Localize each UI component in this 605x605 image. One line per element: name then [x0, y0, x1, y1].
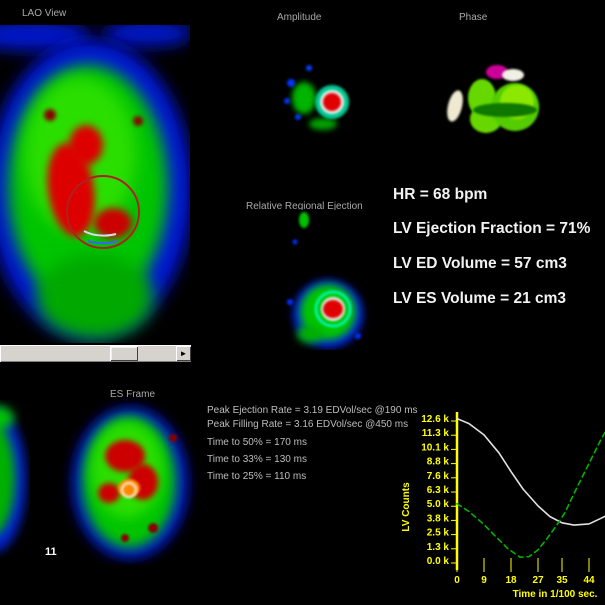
x-tick-label: 35 — [556, 575, 568, 586]
time-to-50-line: Time to 50% = 170 ms — [207, 437, 307, 448]
relative-regional-ejection-image — [276, 210, 372, 350]
frame-scrollbar-track[interactable]: ► — [0, 345, 191, 362]
y-tick-label: 0.0 k — [427, 556, 450, 567]
lv-ed-volume-value: LV ED Volume = 57 cm3 — [393, 255, 567, 272]
peak-ejection-rate-line: Peak Ejection Rate = 3.19 EDVol/sec @190… — [207, 405, 418, 416]
y-tick-label: 11.3 k — [422, 428, 450, 439]
y-tick-label: 7.6 k — [427, 471, 450, 482]
y-tick-label: 3.8 k — [427, 513, 450, 524]
time-to-33-line: Time to 33% = 130 ms — [207, 454, 307, 465]
x-tick-label: 44 — [583, 575, 595, 586]
y-tick-label: 5.0 k — [427, 499, 450, 510]
white-solid-curve — [456, 417, 605, 526]
x-tick-label: 9 — [481, 575, 487, 586]
relative-regional-ejection-label: Relative Regional Ejection — [246, 201, 363, 212]
phase-image — [437, 58, 552, 142]
edge-partial-image — [0, 400, 30, 565]
y-tick-label: 10.1 k — [421, 442, 449, 453]
x-tick-label: 18 — [505, 575, 517, 586]
x-tick-label: 0 — [454, 575, 460, 586]
y-tick-label: 1.3 k — [427, 542, 450, 553]
time-to-25-line: Time to 25% = 110 ms — [207, 471, 307, 482]
lv-ejection-fraction-value: LV Ejection Fraction = 71% — [393, 220, 591, 237]
frame-scrollbar-right-button[interactable]: ► — [176, 346, 191, 361]
y-tick-label: 6.3 k — [427, 485, 450, 496]
es-frame-image — [55, 398, 200, 565]
lv-time-activity-chart-svg: 12.6 k 11.3 k 10.1 k 8.8 k 7.6 k 6.3 k 5.0 k 3.… — [401, 412, 605, 600]
lao-view-label: LAO View — [22, 8, 67, 19]
y-tick-label: 12.6 k — [421, 414, 449, 425]
frame-scrollbar-thumb[interactable] — [110, 346, 138, 361]
lv-time-activity-chart: 12.6 k 11.3 k 10.1 k 8.8 k 7.6 k 6.3 k 5.0 k 3.… — [396, 395, 605, 605]
x-axis-title: Time in 1/100 sec. — [513, 589, 598, 600]
peak-filling-rate-line: Peak Filling Rate = 3.16 EDVol/sec @450 … — [207, 419, 409, 430]
phase-label: Phase — [459, 12, 488, 23]
y-axis-title: LV Counts — [401, 482, 412, 532]
lv-roi-circle[interactable] — [66, 175, 140, 249]
lao-view-image[interactable] — [0, 25, 190, 343]
green-dashed-curve — [456, 430, 605, 558]
y-tick-label: 8.8 k — [427, 457, 450, 468]
lv-es-volume-value: LV ES Volume = 21 cm3 — [393, 290, 567, 307]
amplitude-label: Amplitude — [277, 12, 322, 23]
es-frame-label: ES Frame — [110, 389, 156, 400]
y-tick-label: 2.5 k — [427, 528, 450, 539]
frame-number: 11 — [45, 546, 57, 558]
amplitude-image — [278, 55, 368, 140]
scroll-right-arrow-icon: ► — [179, 349, 188, 358]
hr-value: HR = 68 bpm — [393, 186, 488, 203]
x-tick-label: 27 — [532, 575, 544, 586]
